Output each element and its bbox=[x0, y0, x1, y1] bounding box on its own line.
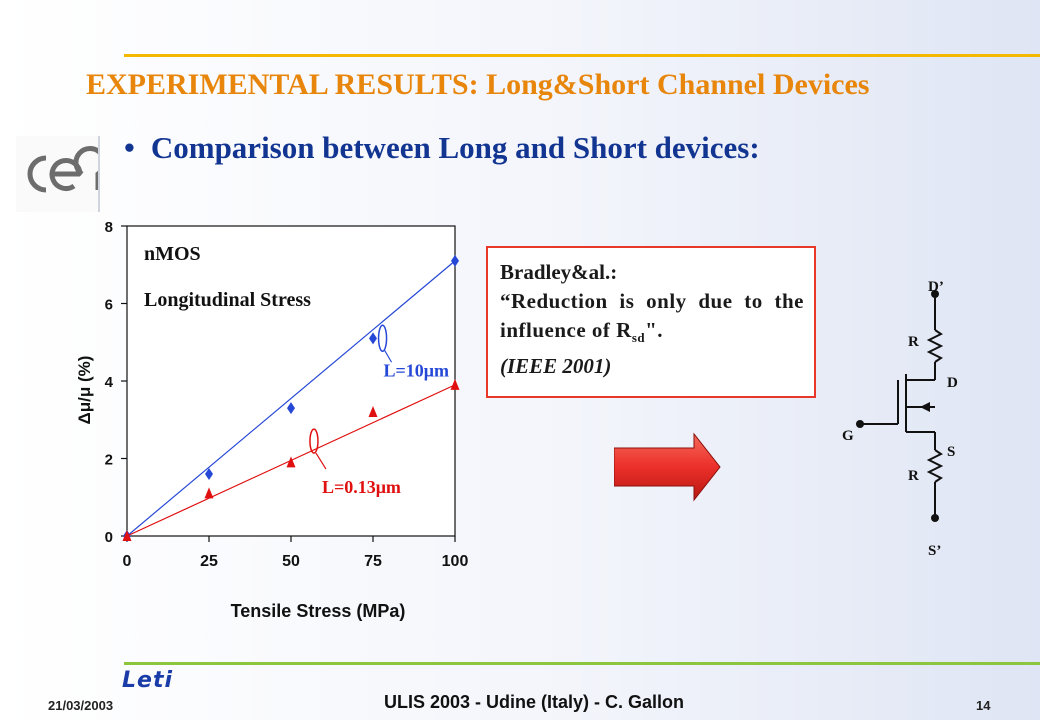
x-tick-label: 100 bbox=[442, 553, 469, 570]
series-callout-ellipse bbox=[309, 428, 319, 454]
terminal-g bbox=[856, 420, 864, 428]
data-point-diamond bbox=[287, 402, 295, 415]
x-axis-label: Tensile Stress (MPa) bbox=[231, 601, 406, 621]
quote-reference: (IEEE 2001) bbox=[500, 354, 612, 379]
bradley-quote-box: Bradley&al.: “Reduction is only due to t… bbox=[486, 246, 816, 398]
terminal-d-prime bbox=[931, 290, 939, 298]
bullet-dot: • bbox=[124, 130, 135, 165]
label-g: G bbox=[842, 428, 854, 444]
cea-logo bbox=[16, 136, 100, 212]
right-arrow-icon bbox=[614, 432, 721, 502]
y-tick-label: 8 bbox=[105, 219, 113, 236]
data-point-triangle bbox=[286, 456, 296, 468]
plot-area bbox=[126, 225, 456, 537]
label-d: D bbox=[947, 375, 958, 391]
quote-body-prefix: “Reduction is only due to the influence … bbox=[500, 289, 804, 342]
x-tick-label: 50 bbox=[282, 553, 300, 570]
data-point-triangle bbox=[204, 487, 214, 499]
y-tick-label: 0 bbox=[105, 529, 113, 546]
chart-ticks: 0 25 50 75 100 0 2 4 6 8 bbox=[105, 219, 469, 570]
quote-author: Bradley&al.: bbox=[500, 260, 618, 284]
quote-body-sub: sd bbox=[631, 330, 646, 346]
series-callout-line bbox=[384, 349, 393, 363]
label-s-prime: S’ bbox=[928, 543, 941, 559]
y-tick-label: 2 bbox=[105, 452, 113, 469]
bullet-text: Comparison between Long and Short device… bbox=[150, 130, 760, 165]
label-s: S bbox=[947, 444, 955, 460]
page-number: 14 bbox=[976, 698, 991, 713]
label-r-top: R bbox=[908, 334, 919, 350]
fit-line bbox=[126, 260, 456, 537]
chart-axes bbox=[126, 225, 456, 537]
chart-series: L=10μm L=0.13μm bbox=[122, 254, 460, 542]
terminal-s-prime bbox=[931, 514, 939, 522]
quote-body-suffix: ". bbox=[645, 318, 664, 342]
x-tick-label: 75 bbox=[364, 553, 382, 570]
annotation-nmos: nMOS bbox=[144, 243, 201, 265]
data-point-diamond bbox=[205, 468, 213, 480]
transistor-schematic: D’ R D G S R S’ bbox=[842, 279, 958, 559]
footer-conference: ULIS 2003 - Udine (Italy) - C. Gallon bbox=[384, 692, 685, 712]
y-tick-label: 6 bbox=[105, 297, 113, 314]
data-point-triangle bbox=[450, 378, 460, 390]
title-rule bbox=[124, 54, 1040, 57]
data-point-diamond bbox=[451, 254, 459, 267]
label-r-bottom: R bbox=[908, 468, 919, 484]
data-point-diamond bbox=[369, 332, 377, 345]
series-callout-line bbox=[315, 452, 327, 470]
label-d-prime: D’ bbox=[928, 279, 944, 295]
slide-title: EXPERIMENTAL RESULTS: Long&Short Channel… bbox=[86, 68, 870, 101]
y-axis-label: Δμ/μ (%) bbox=[75, 356, 94, 425]
series-callout-ellipse bbox=[377, 324, 388, 352]
leti-logo: Leti bbox=[122, 668, 173, 693]
data-point-triangle bbox=[368, 406, 378, 417]
footer-date: 21/03/2003 bbox=[48, 698, 114, 713]
data-point-triangle bbox=[122, 530, 132, 541]
bullet-comparison: • Comparison between Long and Short devic… bbox=[124, 130, 760, 166]
x-tick-label: 25 bbox=[200, 553, 218, 570]
series-label-short: L=0.13μm bbox=[322, 477, 401, 497]
quote-body: “Reduction is only due to the influence … bbox=[500, 287, 804, 352]
annotation-longitudinal-stress: Longitudinal Stress bbox=[144, 289, 311, 311]
footer-rule bbox=[124, 662, 1040, 665]
series-label-long: L=10μm bbox=[384, 360, 449, 380]
y-tick-label: 4 bbox=[105, 374, 114, 391]
x-tick-label: 0 bbox=[123, 553, 132, 570]
